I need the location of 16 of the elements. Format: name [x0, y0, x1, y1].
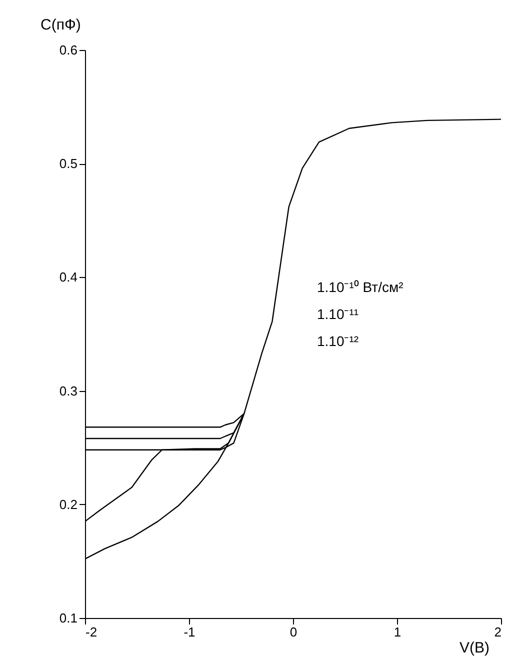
x-tick-label: 2 [494, 624, 502, 640]
annotation: 1.10⁻¹¹ [317, 306, 359, 322]
annotation: 1.10⁻¹⁰ Вт/см² [317, 279, 404, 295]
y-tick-label: 0.3 [59, 383, 78, 398]
y-tick-label: 0.2 [59, 496, 78, 512]
y-tick-label: 0.4 [59, 270, 78, 285]
x-tick-label: -1 [184, 624, 196, 640]
y-tick-label: 0.5 [59, 156, 78, 172]
x-tick-label: -2 [86, 624, 98, 640]
y-axis-title: C(пФ) [40, 16, 81, 34]
y-tick-label: 0.6 [59, 42, 78, 58]
x-tick-label: 0 [290, 624, 298, 640]
x-axis-title: V(B) [460, 640, 490, 656]
y-tick-label: 0.1 [59, 610, 78, 626]
annotation: 1.10⁻¹² [317, 333, 359, 349]
x-tick-label: 1 [394, 624, 402, 640]
